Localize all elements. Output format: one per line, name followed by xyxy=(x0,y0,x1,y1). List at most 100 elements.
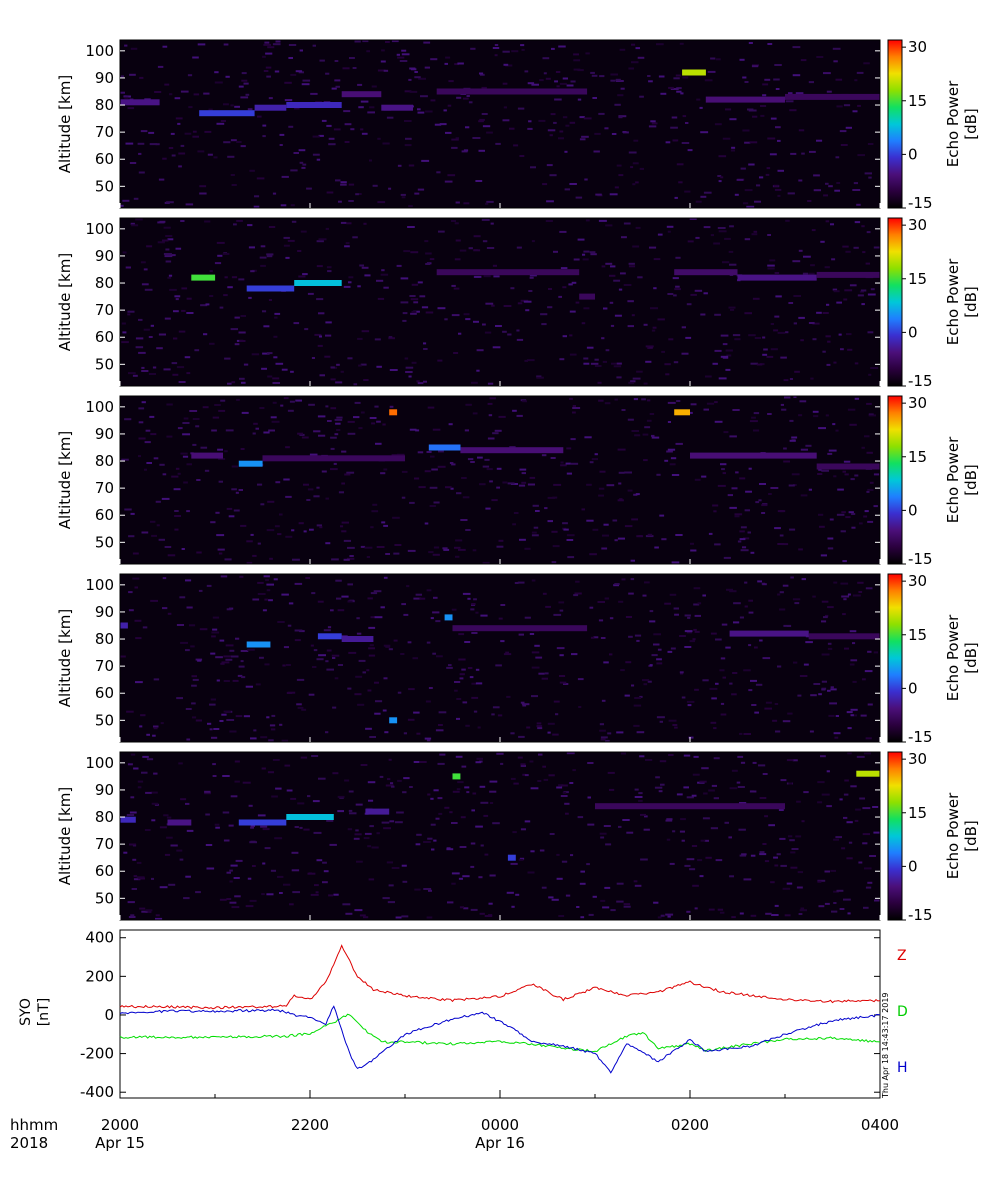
altitude-tick-label: 80 xyxy=(95,452,114,470)
magnetometer-plot-frame xyxy=(119,929,881,1099)
heatmap-background xyxy=(120,574,880,742)
altitude-tick-label: 60 xyxy=(95,862,114,880)
altitude-tick-label: 100 xyxy=(85,754,114,772)
radar-panel-2: 100 90 80 70 60 50 Altitude [km] 30 15 0 -15 Echo P… xyxy=(56,216,980,390)
altitude-tick-label: 80 xyxy=(95,808,114,826)
heatmap-background xyxy=(120,218,880,386)
echo-layer xyxy=(199,110,255,117)
magnetometer-y-ticks: 400 200 0 -200 -400 xyxy=(80,929,881,1101)
colorbar-label: Echo Power xyxy=(944,258,962,345)
x-row-label-hhmm: hhmm xyxy=(10,1116,58,1134)
echo-layer xyxy=(246,285,295,292)
magnetometer-panel: 400 200 0 -200 -400 SYO [nT] Z D H Thu Apr 1… xyxy=(18,929,908,1101)
x-tick-2000: 2000 xyxy=(101,1116,139,1134)
altitude-axis-label: Altitude [km] xyxy=(56,787,74,885)
echo-layer xyxy=(120,622,128,629)
altitude-tick-label: 50 xyxy=(95,889,114,907)
echo-layer xyxy=(286,102,342,108)
colorbar-tick-label: 0 xyxy=(908,323,918,341)
radar-panel-1: 100 90 80 70 60 50 Altitude [km] 30 15 0 -15 Echo P… xyxy=(56,38,980,212)
heatmap-noise-texture xyxy=(122,752,880,920)
radar-panel-3: 100 90 80 70 60 50 Altitude [km] 30 15 0 -15 Echo P… xyxy=(56,394,980,568)
echo-layer xyxy=(816,271,880,278)
colorbar-tick-label: 15 xyxy=(908,270,927,288)
echo-layer xyxy=(737,274,817,281)
x-tick-2200: 2200 xyxy=(291,1116,329,1134)
colorbar-tick-label: 15 xyxy=(908,626,927,644)
echo-layer xyxy=(444,614,453,621)
altitude-tick-label: 100 xyxy=(85,220,114,238)
altitude-tick-label: 50 xyxy=(95,533,114,551)
echo-layer xyxy=(674,409,690,416)
colorbar-label-unit: [dB] xyxy=(962,642,980,674)
altitude-tick-label: 80 xyxy=(95,630,114,648)
altitude-tick-label: 70 xyxy=(95,835,114,853)
echo-layer xyxy=(341,91,382,98)
echo-layer xyxy=(428,444,461,451)
altitude-axis-label: Altitude [km] xyxy=(56,75,74,173)
echo-layer xyxy=(286,814,334,820)
echo-layer xyxy=(341,636,374,642)
echo-layer xyxy=(452,625,588,632)
colorbar-tick-label: 15 xyxy=(908,448,927,466)
echo-layer xyxy=(460,447,564,454)
heatmap-background xyxy=(120,396,880,564)
echo-layer xyxy=(452,773,461,780)
altitude-tick-label: 80 xyxy=(95,96,114,114)
mag-series-z xyxy=(119,944,881,1010)
mag-series-h xyxy=(119,1005,881,1074)
altitude-tick-label: 70 xyxy=(95,479,114,497)
colorbar-tick-label: -15 xyxy=(908,906,933,924)
mag-tick-label: 400 xyxy=(85,929,114,947)
echo-layer xyxy=(785,93,880,100)
mag-ylabel-line2: [nT] xyxy=(36,998,52,1026)
x-row-label-year: 2018 xyxy=(10,1134,48,1152)
echo-layer xyxy=(167,819,192,826)
colorbar-tick-label: 0 xyxy=(908,145,918,163)
colorbar-label-unit: [dB] xyxy=(962,464,980,496)
altitude-tick-label: 50 xyxy=(95,711,114,729)
colorbar xyxy=(887,39,903,209)
mag-tick-label: -200 xyxy=(80,1045,114,1063)
mag-tick-label: -400 xyxy=(80,1083,114,1101)
echo-layer xyxy=(507,854,516,861)
echo-layer xyxy=(262,455,405,462)
altitude-tick-label: 60 xyxy=(95,150,114,168)
altitude-tick-label: 80 xyxy=(95,274,114,292)
echo-layer xyxy=(238,460,263,467)
echo-layer xyxy=(294,280,342,286)
echo-layer xyxy=(191,452,223,459)
altitude-axis-label: Altitude [km] xyxy=(56,609,74,707)
colorbar-tick-label: 15 xyxy=(908,92,927,110)
mag-ylabel-line1: SYO xyxy=(18,998,34,1026)
altitude-axis-label: Altitude [km] xyxy=(56,253,74,351)
x-date-apr15: Apr 15 xyxy=(95,1134,145,1152)
colorbar-tick-label: -15 xyxy=(908,550,933,568)
echo-layer xyxy=(729,630,809,637)
x-date-apr16: Apr 16 xyxy=(475,1134,525,1152)
colorbar-label-unit: [dB] xyxy=(962,286,980,318)
colorbar-tick-label: 15 xyxy=(908,804,927,822)
altitude-tick-label: 70 xyxy=(95,301,114,319)
altitude-tick-label: 60 xyxy=(95,684,114,702)
mag-tick-label: 0 xyxy=(104,1006,114,1024)
heatmap-background xyxy=(120,752,880,920)
echo-layer xyxy=(254,104,287,111)
altitude-tick-label: 100 xyxy=(85,576,114,594)
x-tick-0400: 0400 xyxy=(861,1116,899,1134)
colorbar-tick-label: 0 xyxy=(908,857,918,875)
heatmap-noise-texture xyxy=(121,218,881,386)
colorbar-tick-label: 0 xyxy=(908,501,918,519)
echo-layer xyxy=(436,269,580,276)
plot-timestamp: Thu Apr 18 14:43:17 2019 xyxy=(881,992,890,1099)
colorbar-tick-label: 30 xyxy=(908,394,927,412)
altitude-tick-label: 50 xyxy=(95,355,114,373)
altitude-axis-label: Altitude [km] xyxy=(56,431,74,529)
altitude-tick-label: 90 xyxy=(95,69,114,87)
colorbar-tick-label: -15 xyxy=(908,194,933,212)
echo-layer xyxy=(674,269,738,276)
colorbar-label: Echo Power xyxy=(944,792,962,879)
echo-layer xyxy=(389,717,398,724)
echo-layer xyxy=(389,409,398,416)
